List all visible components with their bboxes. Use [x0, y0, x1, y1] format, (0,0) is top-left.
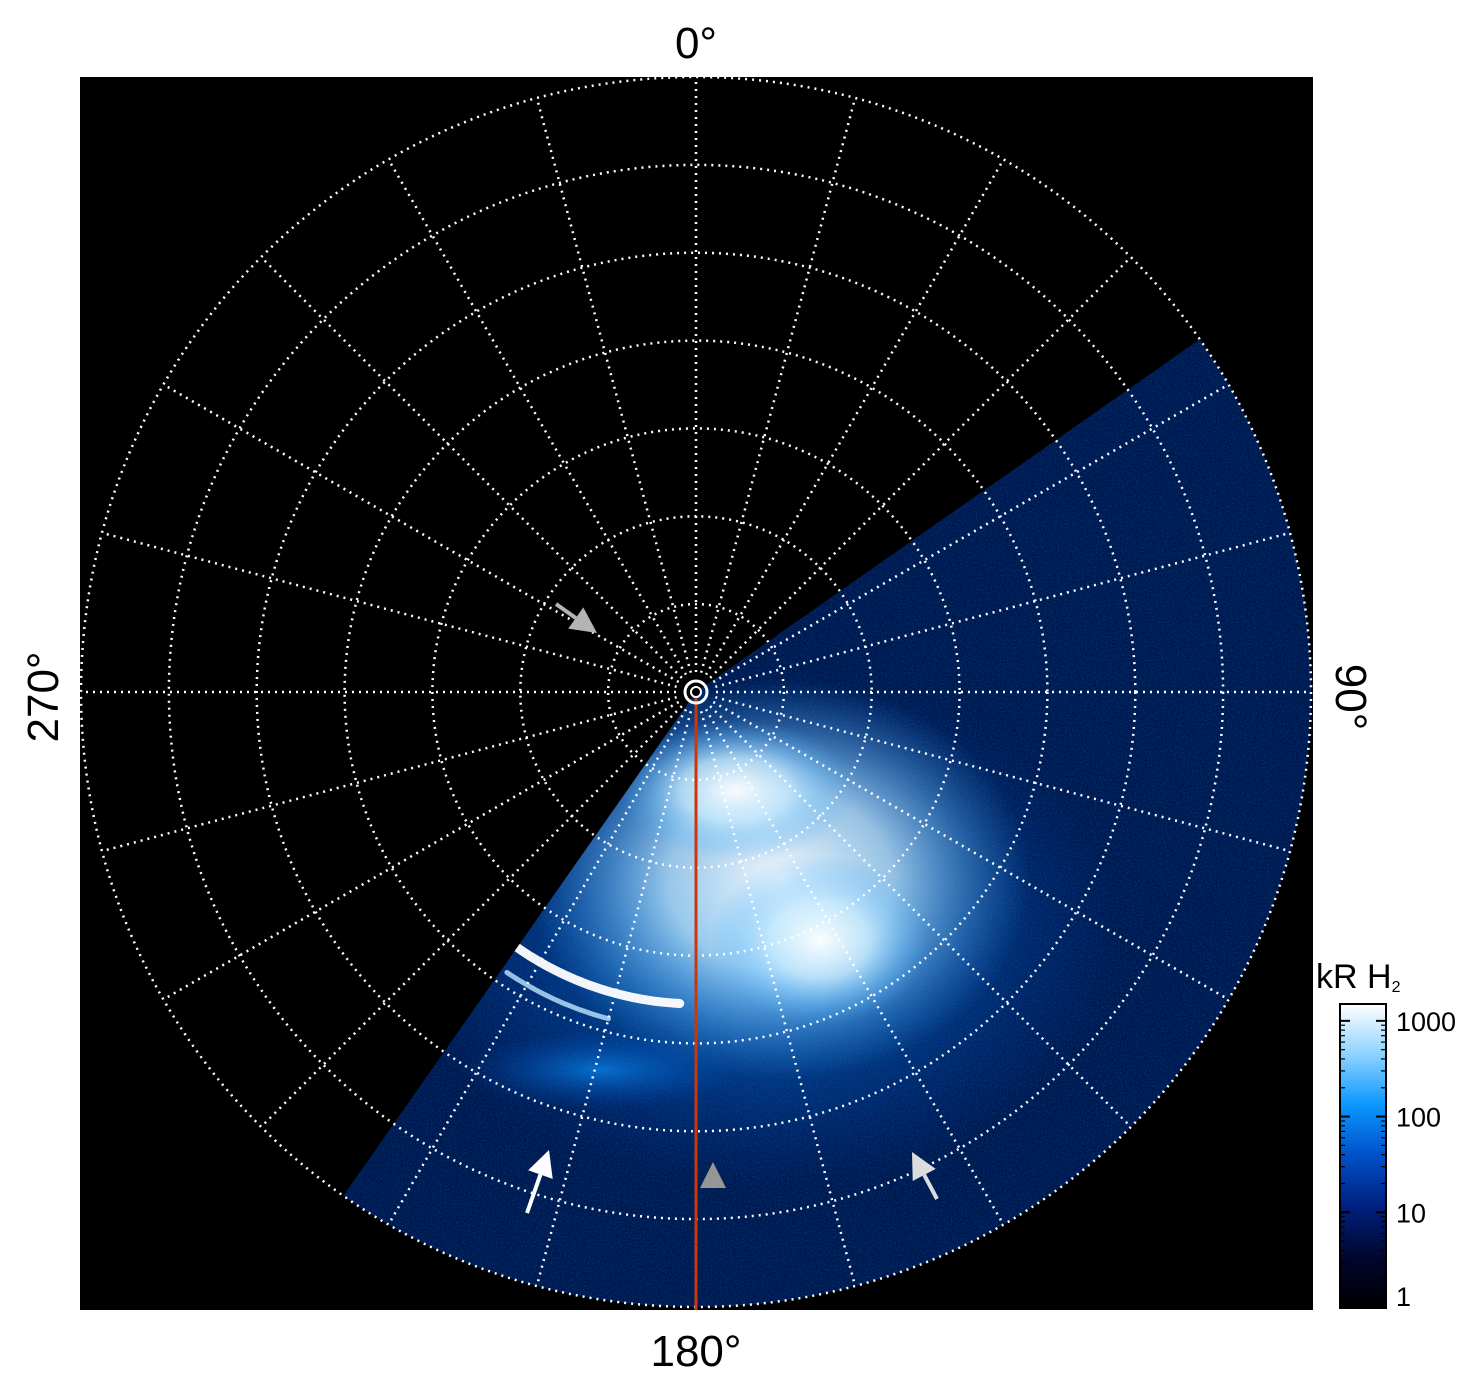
meridian-gridline: [101, 531, 678, 689]
colorbar-label: kR H2: [1316, 958, 1401, 996]
meridian-gridline: [714, 531, 1291, 689]
meridian-gridline: [260, 256, 683, 679]
colorbar-tick-label: 10: [1396, 1198, 1426, 1228]
meridian-gridline: [712, 700, 1230, 1001]
secondary-auroral-arc: [504, 969, 611, 1022]
meridian-gridline: [699, 97, 857, 674]
meridian-gridline: [387, 158, 688, 676]
bright-auroral-arc: [508, 939, 685, 1008]
colorbar-tick-label: 1: [1396, 1282, 1411, 1312]
azimuth-label-left: 270°: [19, 651, 68, 742]
meridian-gridline: [699, 710, 857, 1287]
feature-arrow: [525, 1150, 553, 1214]
azimuth-label-bottom: 180°: [650, 1327, 741, 1376]
meridian-gridline: [162, 700, 680, 1001]
meridian-gridline: [704, 158, 1005, 676]
feature-arrows: [525, 602, 939, 1214]
meridian-gridline: [712, 383, 1230, 684]
meridian-gridline: [714, 695, 1291, 853]
colorbar-tick-label: 1000: [1396, 1007, 1456, 1037]
meridian-gridline: [709, 705, 1132, 1128]
latitude-circle: [343, 339, 1049, 1045]
meridian-gridline: [535, 710, 693, 1287]
colorbar-tick-label: 100: [1396, 1103, 1441, 1133]
latitude-circle: [255, 251, 1137, 1133]
colorbar-gradient: [1339, 1003, 1387, 1309]
latitude-circle: [80, 77, 1313, 1309]
meridian-gridline: [101, 695, 678, 853]
pole-marker: [683, 679, 709, 705]
azimuth-label-top: 0°: [675, 19, 717, 68]
meridian-gridline: [535, 97, 693, 674]
meridian-gridline: [709, 256, 1132, 679]
azimuth-label-right: 90°: [1326, 664, 1375, 731]
meridian-gridline: [387, 708, 688, 1226]
colorbar-label-subscript: 2: [1392, 979, 1401, 996]
colorbar: kR H2 1 10 100 1000: [1316, 958, 1456, 1312]
feature-arrow: [912, 1152, 939, 1200]
feature-arrow: [700, 1162, 726, 1188]
colorbar-ticks: 1 10 100 1000: [1340, 1007, 1456, 1312]
latitude-circle: [606, 602, 786, 782]
feature-arrow: [554, 602, 597, 633]
meridian-gridline: [260, 705, 683, 1128]
meridian-gridline: [704, 708, 1005, 1226]
meridian-gridline: [162, 383, 680, 684]
